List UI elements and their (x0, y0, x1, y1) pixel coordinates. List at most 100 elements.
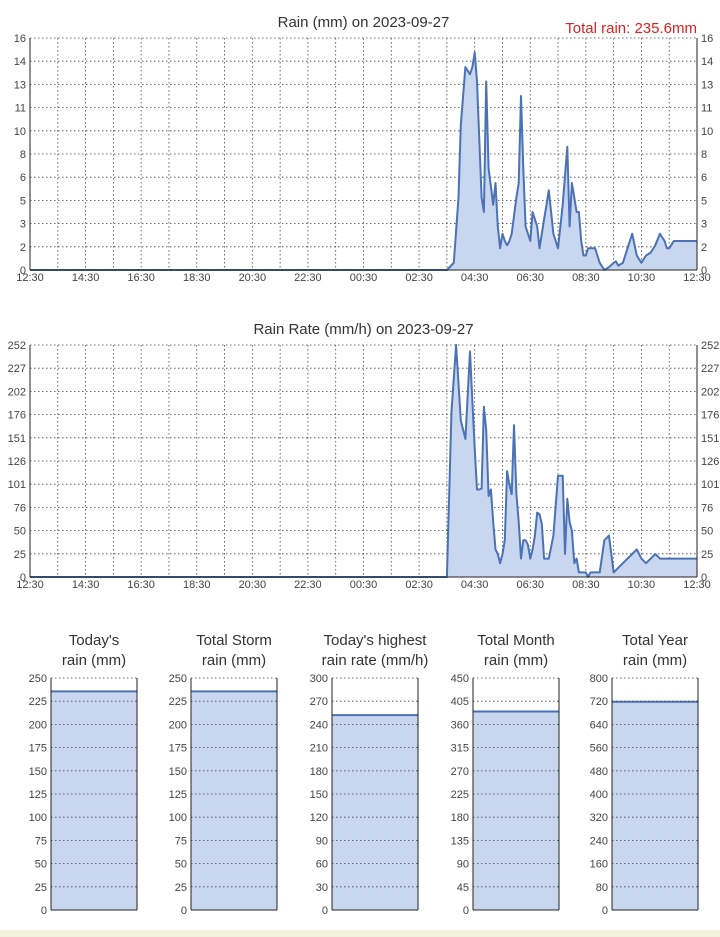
y-tick-label-left: 6 (20, 172, 26, 184)
y-tick-label-right: 50 (701, 526, 713, 538)
y-tick-label-right: 14 (701, 56, 713, 68)
gauge-title-line: Total Year (622, 632, 688, 649)
gauge-y-tick-label: 75 (175, 835, 187, 847)
gauge-y-tick-label: 25 (175, 882, 187, 894)
gauge-y-tick-label: 125 (169, 789, 187, 801)
gauge-y-tick-label: 100 (169, 812, 187, 824)
x-tick-label: 08:30 (572, 272, 600, 284)
gauge-y-tick-label: 240 (310, 719, 328, 731)
gauge-y-tick-label: 450 (451, 673, 469, 685)
x-tick-label: 12:30 (683, 579, 711, 591)
gauge-y-tick-label: 225 (169, 696, 187, 708)
y-tick-label-right: 0 (701, 572, 707, 584)
x-tick-label: 14:30 (72, 579, 100, 591)
gauge-y-tick-label: 225 (451, 789, 469, 801)
gauge-chart-4: Total Month rain (mm) 0 45 90 135 180 225 270 315… (451, 632, 560, 917)
y-tick-label-left: 16 (14, 33, 26, 45)
bottom-bar (0, 930, 720, 937)
y-tick-label-left: 76 (14, 502, 26, 514)
gauge-y-tick-label: 90 (316, 835, 328, 847)
gauge-chart-3: Today's highest rain rate (mm/h) 0 30 60 90 12… (310, 632, 429, 917)
gauge-y-tick-label: 175 (169, 743, 187, 755)
y-tick-label-left: 8 (20, 149, 26, 161)
gauge-y-tick-label: 0 (602, 905, 608, 917)
x-tick-label: 12:30 (16, 579, 44, 591)
y-tick-label-right: 8 (701, 149, 707, 161)
y-tick-label-left: 252 (8, 340, 26, 352)
y-tick-label-left: 101 (8, 479, 26, 491)
gauge-y-tick-label: 120 (310, 812, 328, 824)
gauge-y-tick-label: 50 (35, 859, 47, 871)
y-tick-label-left: 176 (8, 410, 26, 422)
gauge-y-tick-label: 270 (451, 766, 469, 778)
y-tick-label-right: 10 (701, 126, 713, 138)
gauge-bar-fill (473, 711, 559, 910)
gauge-y-tick-label: 100 (29, 812, 47, 824)
y-tick-label-right: 176 (701, 410, 719, 422)
x-tick-label: 08:30 (572, 579, 600, 591)
gauge-title-line: rain rate (mm/h) (322, 652, 429, 669)
y-tick-label-left: 5 (20, 195, 26, 207)
gauge-y-tick-label: 90 (457, 859, 469, 871)
gauge-y-tick-label: 300 (310, 673, 328, 685)
gauge-y-tick-label: 405 (451, 696, 469, 708)
gauge-y-tick-label: 60 (316, 859, 328, 871)
y-tick-label-left: 0 (20, 572, 26, 584)
gauge-y-tick-label: 175 (29, 743, 47, 755)
gauge-y-tick-label: 160 (590, 859, 608, 871)
gauge-y-tick-label: 150 (310, 789, 328, 801)
gauge-y-tick-label: 210 (310, 743, 328, 755)
y-tick-label-left: 50 (14, 526, 26, 538)
gauge-y-tick-label: 250 (169, 673, 187, 685)
gauge-y-tick-label: 315 (451, 743, 469, 755)
y-tick-label-right: 252 (701, 340, 719, 352)
gauge-y-tick-label: 150 (169, 766, 187, 778)
gauge-bar-fill (51, 691, 137, 910)
gauge-y-tick-label: 200 (169, 719, 187, 731)
gauge-y-tick-label: 800 (590, 673, 608, 685)
gauge-title-line: Total Month (477, 632, 555, 649)
x-tick-label: 22:30 (294, 579, 322, 591)
chart-title: Rain (mm) on 2023-09-27 (278, 14, 450, 31)
gauge-y-tick-label: 240 (590, 835, 608, 847)
y-tick-label-left: 25 (14, 549, 26, 561)
gauge-bar-fill (332, 715, 418, 910)
y-tick-label-right: 151 (701, 433, 719, 445)
gauge-title-line: rain (mm) (623, 652, 687, 669)
x-tick-label: 16:30 (127, 272, 155, 284)
series-line (30, 51, 697, 271)
y-tick-label-left: 0 (20, 265, 26, 277)
gauge-y-tick-label: 80 (596, 882, 608, 894)
y-tick-label-left: 11 (15, 103, 26, 115)
gauge-y-tick-label: 75 (35, 835, 47, 847)
x-tick-label: 18:30 (183, 272, 211, 284)
y-tick-label-left: 151 (8, 433, 26, 445)
gauge-y-tick-label: 180 (310, 766, 328, 778)
y-tick-label-right: 0 (701, 265, 707, 277)
gauge-y-tick-label: 250 (29, 673, 47, 685)
x-tick-label: 04:30 (461, 579, 489, 591)
x-tick-label: 16:30 (127, 579, 155, 591)
y-tick-label-right: 202 (701, 386, 719, 398)
gauge-y-tick-label: 0 (463, 905, 469, 917)
gauge-y-tick-label: 720 (590, 696, 608, 708)
y-tick-label-right: 25 (701, 549, 713, 561)
gauge-y-tick-label: 560 (590, 743, 608, 755)
gauge-y-tick-label: 270 (310, 696, 328, 708)
y-tick-label-left: 3 (20, 219, 26, 231)
gauge-y-tick-label: 360 (451, 719, 469, 731)
y-tick-label-right: 76 (701, 502, 713, 514)
gauge-y-tick-label: 25 (35, 882, 47, 894)
gauge-y-tick-label: 30 (316, 882, 328, 894)
gauge-y-tick-label: 150 (29, 766, 47, 778)
x-tick-label: 04:30 (461, 272, 489, 284)
gauge-chart-5: Total Year rain (mm) 0 80 160 240 320 400 480 560… (590, 632, 699, 917)
x-tick-label: 22:30 (294, 272, 322, 284)
x-tick-label: 12:30 (16, 272, 44, 284)
y-tick-label-right: 227 (701, 363, 719, 375)
y-tick-label-left: 2 (20, 242, 26, 254)
x-tick-label: 18:30 (183, 579, 211, 591)
y-tick-label-left: 227 (8, 363, 26, 375)
x-tick-label: 10:30 (628, 579, 656, 591)
